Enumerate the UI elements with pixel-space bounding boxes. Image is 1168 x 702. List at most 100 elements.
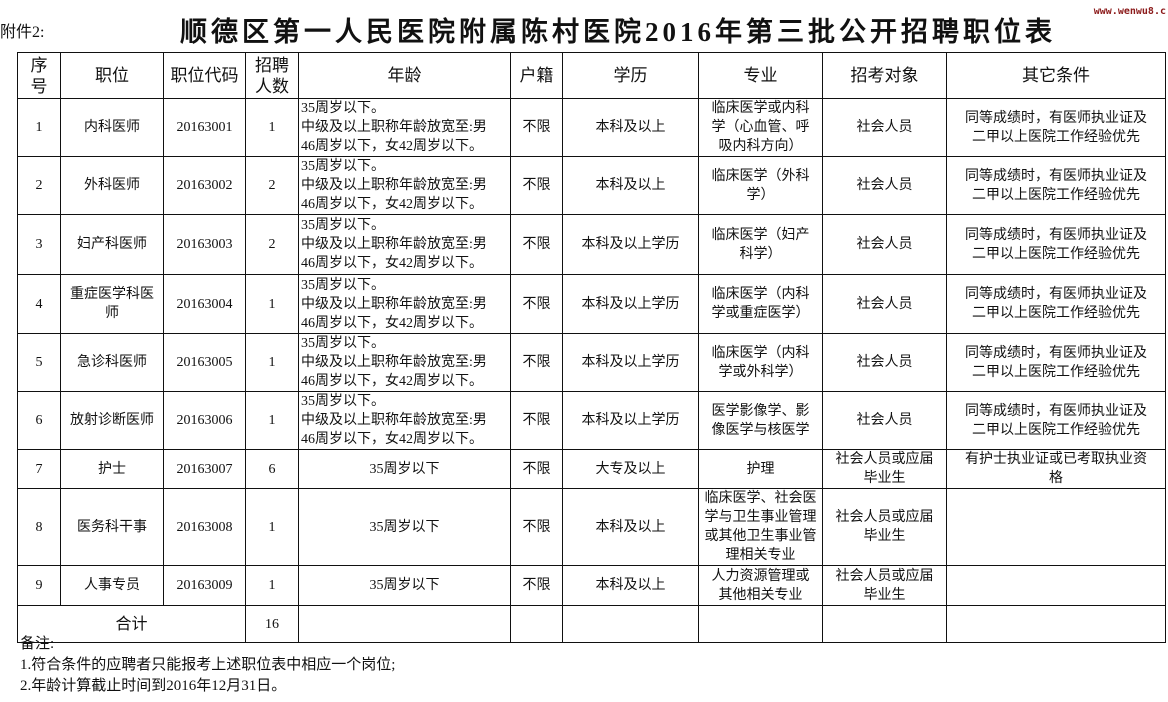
cell-target: 社会人员或应届 毕业生 — [822, 488, 947, 566]
cell-age: 35周岁以下。 中级及以上职称年龄放宽至:男 46周岁以下，女42周岁以下。 — [298, 214, 511, 275]
empty-cell — [562, 605, 699, 643]
table-row: 9 人事专员 20163009 1 35周岁以下 不限 本科及以上 人力资源管理或 其他相关专… — [17, 565, 1166, 606]
cell-education: 本科及以上 — [562, 156, 699, 215]
cell-count: 1 — [245, 488, 299, 566]
cell-major: 人力资源管理或 其他相关专业 — [698, 565, 823, 606]
notes-heading: 备注: — [20, 636, 55, 652]
cell-count: 1 — [245, 565, 299, 606]
cell-other — [946, 565, 1166, 606]
cell-major: 临床医学、社会医 学与卫生事业管理 或其他卫生事业管 理相关专业 — [698, 488, 823, 566]
attachment-label: 附件2: — [0, 24, 45, 41]
cell-code: 20163009 — [163, 565, 246, 606]
table-row: 6 放射诊断医师 20163006 1 35周岁以下。 中级及以上职称年龄放宽至:男 4… — [17, 391, 1166, 450]
cell-count: 2 — [245, 156, 299, 215]
table-row: 7 护士 20163007 6 35周岁以下 不限 大专及以上 护理 社会人员或应届 毕业生 有护… — [17, 449, 1166, 489]
cell-age: 35周岁以下 — [298, 565, 511, 606]
table-row: 2 外科医师 20163002 2 35周岁以下。 中级及以上职称年龄放宽至:男 46周… — [17, 156, 1166, 215]
cell-other — [946, 488, 1166, 566]
cell-code: 20163004 — [163, 274, 246, 334]
cell-hukou: 不限 — [510, 488, 563, 566]
cell-age: 35周岁以下 — [298, 488, 511, 566]
cell-education: 本科及以上学历 — [562, 274, 699, 334]
cell-education: 本科及以上学历 — [562, 214, 699, 275]
cell-target: 社会人员 — [822, 333, 947, 392]
header-target: 招考对象 — [822, 52, 947, 99]
cell-major: 临床医学（外科 学） — [698, 156, 823, 215]
cell-other: 有护士执业证或已考取执业资 格 — [946, 449, 1166, 489]
table-row: 5 急诊科医师 20163005 1 35周岁以下。 中级及以上职称年龄放宽至:男 46… — [17, 333, 1166, 392]
cell-age: 35周岁以下。 中级及以上职称年龄放宽至:男 46周岁以下，女42周岁以下。 — [298, 156, 511, 215]
cell-hukou: 不限 — [510, 98, 563, 157]
cell-hukou: 不限 — [510, 214, 563, 275]
cell-no: 5 — [17, 333, 61, 392]
cell-education: 本科及以上学历 — [562, 333, 699, 392]
header-hukou: 户籍 — [510, 52, 563, 99]
cell-no: 1 — [17, 98, 61, 157]
table-row: 4 重症医学科医 师 20163004 1 35周岁以下。 中级及以上职称年龄放宽至:男… — [17, 274, 1166, 334]
cell-target: 社会人员或应届 毕业生 — [822, 449, 947, 489]
header-count: 招聘 人数 — [245, 52, 299, 99]
empty-cell — [822, 605, 947, 643]
table-header-row: 序 号职位 职位代码 招聘 人数 年龄 户籍 学历 专业 招考对象 其它条件 — [17, 52, 1166, 99]
header-no: 序 号 — [17, 52, 61, 99]
cell-target: 社会人员 — [822, 391, 947, 450]
note-item: 2.年龄计算截止时间到2016年12月31日。 — [20, 678, 287, 694]
total-count: 16 — [245, 605, 299, 643]
cell-major: 临床医学（内科 学或重症医学） — [698, 274, 823, 334]
cell-code: 20163008 — [163, 488, 246, 566]
cell-position: 重症医学科医 师 — [60, 274, 164, 334]
empty-cell — [698, 605, 823, 643]
cell-hukou: 不限 — [510, 156, 563, 215]
cell-age: 35周岁以下。 中级及以上职称年龄放宽至:男 46周岁以下，女42周岁以下。 — [298, 391, 511, 450]
cell-count: 6 — [245, 449, 299, 489]
page-title: 顺德区第一人民医院附属陈村医院2016年第三批公开招聘职位表 — [180, 17, 1056, 47]
cell-count: 1 — [245, 391, 299, 450]
cell-position: 外科医师 — [60, 156, 164, 215]
cell-position: 急诊科医师 — [60, 333, 164, 392]
cell-no: 6 — [17, 391, 61, 450]
cell-target: 社会人员 — [822, 214, 947, 275]
cell-no: 4 — [17, 274, 61, 334]
cell-other: 同等成绩时，有医师执业证及 二甲以上医院工作经验优先 — [946, 333, 1166, 392]
header-major: 专业 — [698, 52, 823, 99]
note-item: 1.符合条件的应聘者只能报考上述职位表中相应一个岗位; — [20, 657, 396, 673]
cell-major: 护理 — [698, 449, 823, 489]
header-code: 职位代码 — [163, 52, 246, 99]
total-row: 合计 16 — [17, 605, 1166, 643]
cell-other: 同等成绩时，有医师执业证及 二甲以上医院工作经验优先 — [946, 98, 1166, 157]
recruitment-table: 序 号职位 职位代码 招聘 人数 年龄 户籍 学历 专业 招考对象 其它条件 1 内科医师 2016… — [17, 52, 1166, 643]
notes: 备注: 1.符合条件的应聘者只能报考上述职位表中相应一个岗位; 2.年龄计算截止… — [20, 634, 395, 697]
cell-count: 2 — [245, 214, 299, 275]
cell-no: 7 — [17, 449, 61, 489]
cell-position: 放射诊断医师 — [60, 391, 164, 450]
cell-major: 临床医学或内科 学（心血管、呼 吸内科方向） — [698, 98, 823, 157]
table-row: 1 内科医师 20163001 1 35周岁以下。 中级及以上职称年龄放宽至:男 46周… — [17, 98, 1166, 157]
header-position: 职位 — [60, 52, 164, 99]
cell-count: 1 — [245, 274, 299, 334]
cell-target: 社会人员 — [822, 156, 947, 215]
cell-position: 人事专员 — [60, 565, 164, 606]
cell-age: 35周岁以下 — [298, 449, 511, 489]
cell-code: 20163001 — [163, 98, 246, 157]
cell-count: 1 — [245, 98, 299, 157]
cell-hukou: 不限 — [510, 274, 563, 334]
header-age: 年龄 — [298, 52, 511, 99]
total-label: 合计 — [17, 605, 246, 643]
cell-age: 35周岁以下。 中级及以上职称年龄放宽至:男 46周岁以下，女42周岁以下。 — [298, 274, 511, 334]
cell-education: 本科及以上 — [562, 98, 699, 157]
header-other: 其它条件 — [946, 52, 1166, 99]
cell-position: 护士 — [60, 449, 164, 489]
cell-age: 35周岁以下。 中级及以上职称年龄放宽至:男 46周岁以下，女42周岁以下。 — [298, 98, 511, 157]
cell-education: 本科及以上学历 — [562, 391, 699, 450]
empty-cell — [510, 605, 563, 643]
cell-code: 20163002 — [163, 156, 246, 215]
cell-education: 本科及以上 — [562, 565, 699, 606]
cell-major: 医学影像学、影 像医学与核医学 — [698, 391, 823, 450]
cell-position: 医务科干事 — [60, 488, 164, 566]
cell-code: 20163003 — [163, 214, 246, 275]
cell-hukou: 不限 — [510, 333, 563, 392]
header-education: 学历 — [562, 52, 699, 99]
cell-hukou: 不限 — [510, 391, 563, 450]
cell-major: 临床医学（妇产 科学） — [698, 214, 823, 275]
cell-count: 1 — [245, 333, 299, 392]
